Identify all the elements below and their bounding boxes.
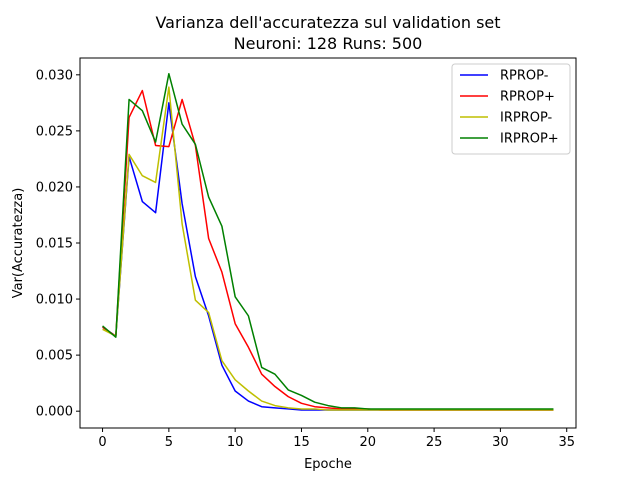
y-tick-label: 0.015 [36, 237, 73, 252]
y-axis-label: Var(Accuratezza) [11, 188, 26, 299]
y-tick-label: 0.030 [36, 68, 73, 83]
legend-label: RPROP+ [500, 90, 555, 105]
x-tick-label: 20 [360, 435, 377, 450]
series-line-irprop- [102, 86, 554, 411]
y-tick-label: 0.000 [36, 405, 73, 420]
chart-subtitle: Neuroni: 128 Runs: 500 [234, 34, 423, 53]
x-axis-label: Epoche [304, 457, 352, 472]
legend-label: IRPROP+ [500, 132, 559, 147]
x-axis-ticks: 0 5 10 15 20 25 30 35 [98, 428, 575, 450]
legend: RPROP- RPROP+ IRPROP- IRPROP+ [451, 63, 571, 155]
x-tick-label: 15 [293, 435, 310, 450]
x-tick-label: 0 [98, 435, 106, 450]
y-tick-label: 0.020 [36, 180, 73, 195]
x-tick-label: 5 [165, 435, 173, 450]
x-tick-label: 30 [492, 435, 509, 450]
legend-label: RPROP- [500, 69, 549, 84]
legend-box [451, 63, 571, 155]
chart-title: Varianza dell'accuratezza sul validation… [155, 13, 500, 32]
x-tick-label: 25 [426, 435, 443, 450]
y-tick-label: 0.025 [36, 124, 73, 139]
x-tick-label: 10 [227, 435, 244, 450]
y-axis-ticks: 0.000 0.005 0.010 0.015 0.020 0.025 0.030 [36, 68, 80, 420]
legend-label: IRPROP- [500, 111, 553, 126]
series-line-irprop- [102, 72, 554, 410]
plot-frame [79, 57, 577, 429]
y-tick-label: 0.010 [36, 293, 73, 308]
series-layer [102, 72, 554, 411]
x-tick-label: 35 [558, 435, 575, 450]
y-tick-label: 0.005 [36, 349, 73, 364]
